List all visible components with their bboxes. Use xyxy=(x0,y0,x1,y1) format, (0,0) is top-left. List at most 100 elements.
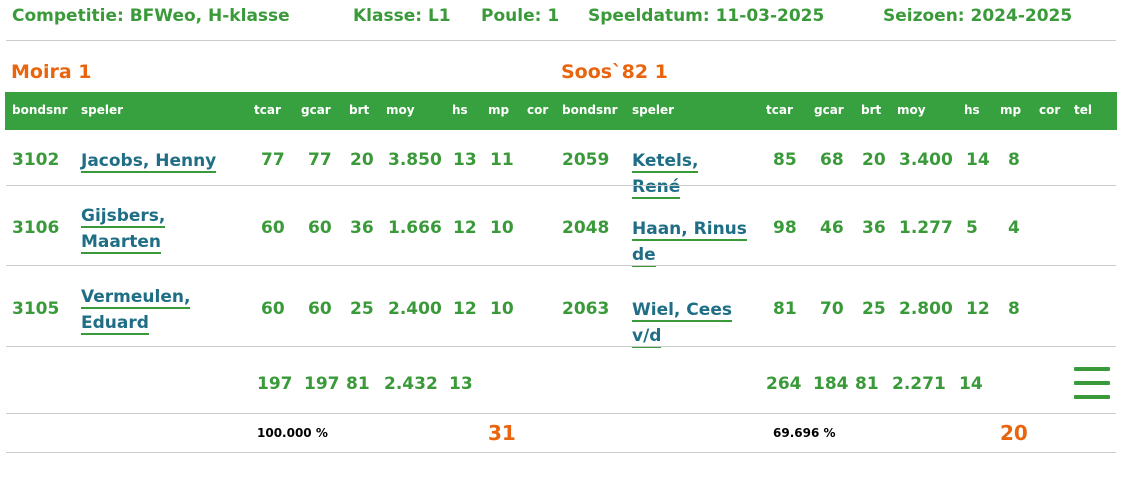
away-mp: 8 xyxy=(1008,150,1020,170)
away-total-tcar: 264 xyxy=(766,374,802,394)
away-team-name: Soos`82 1 xyxy=(561,61,668,83)
row-divider xyxy=(6,346,1116,347)
home-brt: 20 xyxy=(350,150,374,170)
player-link[interactable]: Ketels, René xyxy=(632,148,747,200)
player-name[interactable]: Gijsbers, Maarten xyxy=(81,206,166,254)
away-moy: 2.800 xyxy=(899,299,953,319)
home-mp: 11 xyxy=(490,150,514,170)
column-header-brt: brt xyxy=(349,103,370,117)
player-name[interactable]: Ketels, René xyxy=(632,151,699,199)
home-percentage: 100.000 % xyxy=(257,426,328,440)
away-moy: 3.400 xyxy=(899,150,953,170)
away-percentage: 69.696 % xyxy=(773,426,836,440)
poule: Poule: 1 xyxy=(481,6,560,26)
player-name[interactable]: Haan, Rinus de xyxy=(632,219,747,267)
divider xyxy=(6,40,1116,41)
away-tcar: 85 xyxy=(773,150,797,170)
home-tcar: 60 xyxy=(261,299,285,319)
away-match-points: 20 xyxy=(1000,421,1028,445)
home-moy: 2.400 xyxy=(388,299,442,319)
home-team-name: Moira 1 xyxy=(11,61,92,83)
player-link[interactable]: Haan, Rinus de xyxy=(632,216,747,268)
column-header-bondsnr: bondsnr xyxy=(12,103,68,117)
column-header-speler: speler xyxy=(81,103,124,117)
home-gcar: 60 xyxy=(308,218,332,238)
column-header-brt: brt xyxy=(861,103,882,117)
home-moy: 1.666 xyxy=(388,218,442,238)
home-hs: 12 xyxy=(453,218,477,238)
away-hs: 12 xyxy=(966,299,990,319)
player-name[interactable]: Jacobs, Henny xyxy=(81,151,217,173)
column-header-bondsnr: bondsnr xyxy=(562,103,618,117)
home-bondsnr: 3105 xyxy=(12,299,60,319)
away-gcar: 46 xyxy=(820,218,844,238)
column-header-gcar: gcar xyxy=(301,103,331,117)
home-mp: 10 xyxy=(490,299,514,319)
home-total-brt: 81 xyxy=(346,374,370,394)
home-bondsnr: 3102 xyxy=(12,150,60,170)
column-header-mp: mp xyxy=(1000,103,1022,117)
column-header-cor: cor xyxy=(1039,103,1061,117)
home-gcar: 60 xyxy=(308,299,332,319)
home-brt: 36 xyxy=(350,218,374,238)
home-gcar: 77 xyxy=(308,150,332,170)
away-mp: 8 xyxy=(1008,299,1020,319)
column-header-hs: hs xyxy=(964,103,980,117)
table-header xyxy=(5,92,1117,130)
player-name[interactable]: Vermeulen, Eduard xyxy=(81,287,191,335)
away-gcar: 68 xyxy=(820,150,844,170)
player-link[interactable]: Vermeulen, Eduard xyxy=(81,284,246,336)
away-hs: 14 xyxy=(966,150,990,170)
column-header-mp: mp xyxy=(488,103,510,117)
home-total-tcar: 197 xyxy=(257,374,293,394)
hamburger-menu-icon[interactable] xyxy=(1074,367,1110,403)
away-total-moy: 2.271 xyxy=(892,374,946,394)
away-gcar: 70 xyxy=(820,299,844,319)
row-divider xyxy=(6,185,1116,186)
home-brt: 25 xyxy=(350,299,374,319)
column-header-cor: cor xyxy=(527,103,549,117)
home-total-hs: 13 xyxy=(449,374,473,394)
home-hs: 13 xyxy=(453,150,477,170)
home-total-moy: 2.432 xyxy=(384,374,438,394)
home-bondsnr: 3106 xyxy=(12,218,60,238)
speeldatum: Speeldatum: 11-03-2025 xyxy=(588,6,825,26)
home-tcar: 60 xyxy=(261,218,285,238)
column-header-tcar: tcar xyxy=(254,103,281,117)
row-divider xyxy=(6,452,1116,453)
player-link[interactable]: Wiel, Cees v/d xyxy=(632,297,747,349)
away-mp: 4 xyxy=(1008,218,1020,238)
away-total-brt: 81 xyxy=(855,374,879,394)
row-divider xyxy=(6,265,1116,266)
column-header-gcar: gcar xyxy=(814,103,844,117)
away-moy: 1.277 xyxy=(899,218,953,238)
away-brt: 36 xyxy=(862,218,886,238)
away-tcar: 81 xyxy=(773,299,797,319)
away-tcar: 98 xyxy=(773,218,797,238)
klasse: Klasse: L1 xyxy=(353,6,451,26)
player-link[interactable]: Jacobs, Henny xyxy=(81,148,246,174)
home-total-gcar: 197 xyxy=(304,374,340,394)
column-header-hs: hs xyxy=(452,103,468,117)
away-total-gcar: 184 xyxy=(813,374,849,394)
home-hs: 12 xyxy=(453,299,477,319)
home-tcar: 77 xyxy=(261,150,285,170)
player-link[interactable]: Gijsbers, Maarten xyxy=(81,203,246,255)
row-divider xyxy=(6,413,1116,414)
home-moy: 3.850 xyxy=(388,150,442,170)
home-mp: 10 xyxy=(490,218,514,238)
away-bondsnr: 2048 xyxy=(562,218,610,238)
column-header-tel: tel xyxy=(1074,103,1092,117)
away-bondsnr: 2059 xyxy=(562,150,610,170)
competitie: Competitie: BFWeo, H-klasse xyxy=(12,6,290,26)
away-total-hs: 14 xyxy=(959,374,983,394)
away-brt: 25 xyxy=(862,299,886,319)
away-bondsnr: 2063 xyxy=(562,299,610,319)
column-header-tcar: tcar xyxy=(766,103,793,117)
column-header-moy: moy xyxy=(897,103,926,117)
player-name[interactable]: Wiel, Cees v/d xyxy=(632,300,732,348)
seizoen: Seizoen: 2024-2025 xyxy=(883,6,1073,26)
column-header-speler: speler xyxy=(632,103,675,117)
column-header-moy: moy xyxy=(386,103,415,117)
home-match-points: 31 xyxy=(488,421,516,445)
